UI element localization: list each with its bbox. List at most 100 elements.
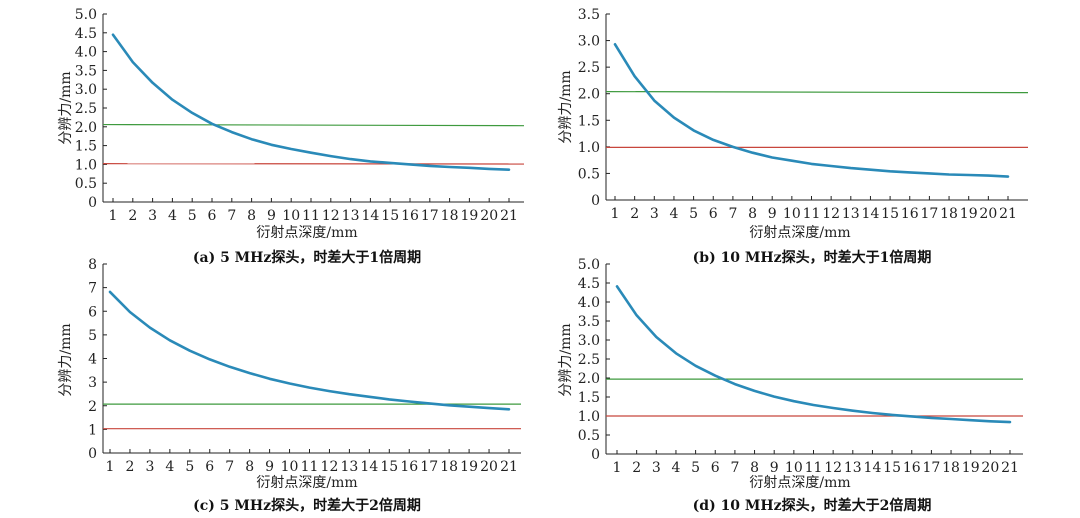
y-tick-label: 3.5 (75, 63, 97, 79)
resolution-data-point (191, 112, 193, 114)
resolution-data-point (812, 404, 815, 406)
resolution-data-point (112, 33, 114, 36)
y-tick-label: 2.0 (75, 120, 97, 136)
resolution-data-point (508, 168, 510, 171)
resolution-data-point (910, 415, 913, 418)
x-tick-label: 21 (500, 459, 518, 475)
resolution-data-point (692, 129, 695, 132)
x-tick-label: 16 (901, 206, 919, 222)
data-series (108, 290, 511, 411)
x-tick-label: 8 (245, 459, 254, 475)
x-tick-label: 20 (979, 206, 997, 222)
resolution-data-point (228, 365, 231, 368)
x-tick-label: 21 (1001, 460, 1019, 476)
x-tick-label: 9 (768, 206, 777, 222)
x-tick-label: 3 (145, 459, 154, 475)
resolution-data-point (950, 418, 952, 420)
resolution-data-point (330, 155, 332, 157)
x-tick-labels: 1 2 3 4 5 6 7 8 9 10 11 12 13 14 15 16 17 18 19 20 21 (109, 198, 518, 224)
x-tick-label: 5 (185, 459, 194, 475)
resolution-data-point (348, 393, 351, 395)
resolution-data-point (468, 405, 470, 408)
resolution-data-point (655, 336, 658, 338)
resolution-data-point (171, 98, 174, 101)
y-tick-label: 0 (591, 193, 600, 209)
data-series (615, 285, 1012, 424)
resolution-data-point (151, 82, 154, 84)
resolution-data-point (850, 167, 852, 169)
y-tick-label: 4.5 (75, 26, 97, 42)
resolution-data-point (428, 402, 431, 405)
y-tick-label: 2.0 (578, 87, 600, 103)
x-tick-label: 16 (903, 460, 921, 476)
resolution-data-point (930, 417, 933, 419)
resolution-data-point (368, 395, 371, 398)
resolution-data-point (891, 414, 893, 416)
y-tick-label: 3.5 (578, 314, 600, 330)
resolution-data-point (308, 386, 311, 389)
x-tick-label: 7 (728, 206, 737, 222)
x-tick-label: 17 (922, 460, 940, 476)
x-tick-label: 19 (960, 206, 978, 222)
resolution-data-point (448, 166, 451, 168)
x-tick-label: 16 (401, 208, 419, 224)
x-tick-label: 13 (842, 206, 860, 222)
resolution-data-point (773, 395, 775, 398)
y-tick-label: 1.0 (75, 157, 97, 173)
y-tick-labels: 0 0.5 1.0 1.5 2.0 2.5 3.0 3.5 4.0 4.5 5.0 (578, 257, 610, 463)
y-axis-title: 分辨力/mm (58, 323, 74, 396)
y-tick-label: 2.0 (578, 371, 600, 387)
x-tick-label: 5 (689, 206, 698, 222)
x-tick-label: 15 (381, 208, 399, 224)
y-tick-label: 0 (88, 446, 97, 462)
x-tick-label: 13 (342, 208, 360, 224)
y-tick-labels: 0 1 2 3 4 5 6 7 8 (88, 257, 107, 462)
x-tick-label: 11 (805, 460, 823, 476)
x-tick-label: 1 (611, 206, 620, 222)
x-tick-label: 8 (750, 460, 759, 476)
resolution-data-point (852, 409, 854, 412)
x-tick-label: 3 (652, 460, 661, 476)
x-tick-label: 19 (460, 459, 478, 475)
resolution-data-point (967, 174, 970, 176)
data-series (111, 33, 511, 171)
resolution-series-line (108, 290, 511, 411)
y-tick-label: 3 (88, 375, 97, 391)
x-tick-label: 1 (106, 459, 115, 475)
x-tick-label: 17 (420, 459, 438, 475)
resolution-data-point (508, 408, 510, 411)
y-tick-label: 3.0 (578, 333, 600, 349)
y-tick-label: 3.0 (578, 34, 600, 50)
resolution-data-point (349, 158, 352, 160)
y-tick-label: 0.5 (75, 176, 97, 192)
resolution-data-point (488, 407, 490, 409)
x-tick-label: 21 (500, 208, 518, 224)
resolution-data-point (635, 314, 638, 317)
x-tick-label: 2 (128, 208, 137, 224)
x-tick-label: 16 (400, 459, 418, 475)
resolution-data-point (791, 159, 793, 162)
x-tick-label: 1 (613, 460, 622, 476)
x-tick-label: 18 (942, 460, 960, 476)
x-tick-label: 13 (340, 459, 358, 475)
resolution-data-point (248, 372, 251, 374)
y-tick-label: 2.5 (75, 101, 97, 117)
x-tick-label: 7 (227, 208, 236, 224)
x-tick-label: 5 (691, 460, 700, 476)
y-tick-label: 2.5 (578, 60, 600, 76)
resolution-data-point (889, 170, 891, 173)
y-tick-label: 8 (88, 257, 97, 273)
x-tick-label: 4 (168, 208, 177, 224)
x-axis-title: 衍射点深度/mm (749, 225, 850, 241)
x-tick-label: 15 (380, 459, 398, 475)
threshold-lines (102, 123, 525, 165)
x-tick-label: 21 (999, 206, 1017, 222)
x-tick-labels: 1 2 3 4 5 6 7 8 9 10 11 12 13 14 15 16 17 18 19 20 21 (611, 196, 1017, 222)
resolution-data-point (211, 122, 213, 125)
resolution-data-point (149, 326, 151, 329)
x-tick-label: 7 (730, 460, 739, 476)
resolution-data-point (987, 174, 990, 177)
